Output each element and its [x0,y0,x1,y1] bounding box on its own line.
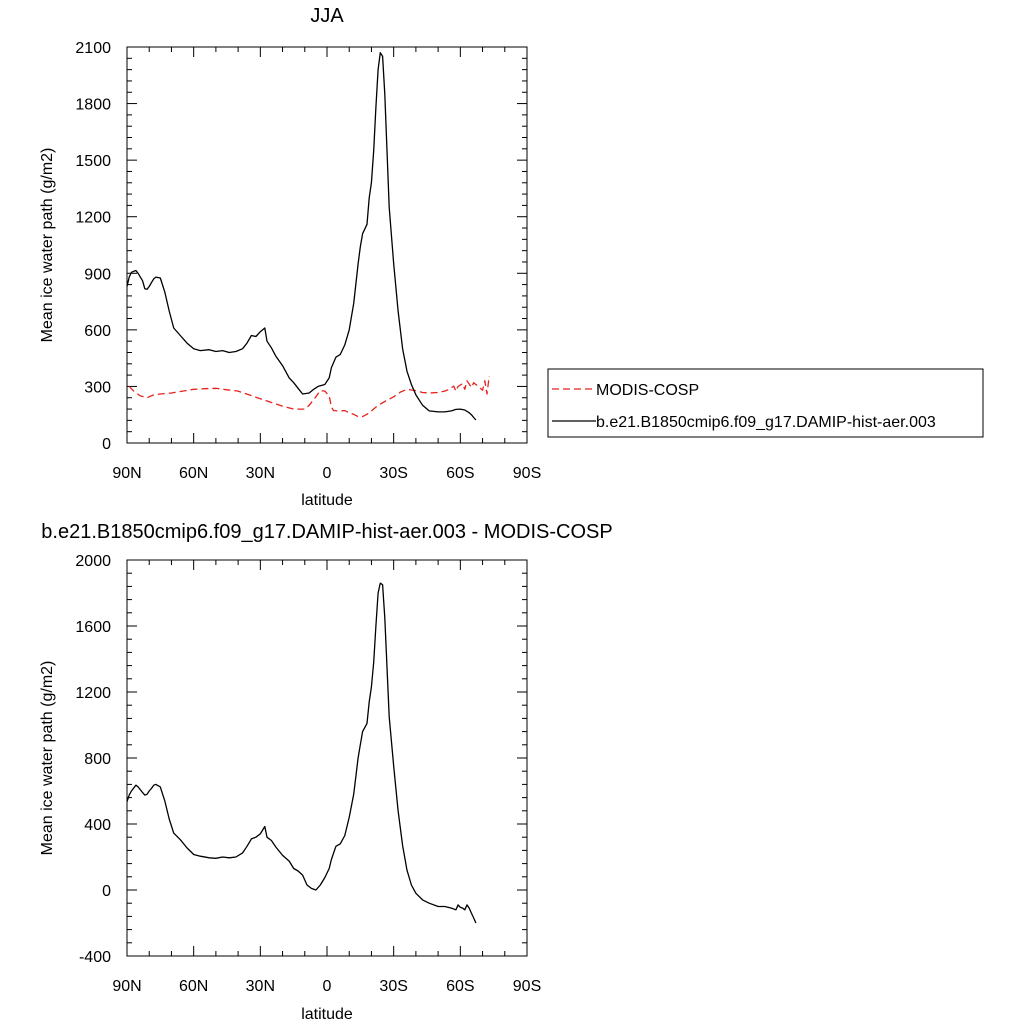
y-tick-label: 1200 [75,210,111,227]
x-tick-label: 60N [179,465,208,482]
panel-top-series [126,52,490,421]
y-tick-label: 1200 [75,685,111,702]
x-tick-label: 30S [379,465,407,482]
x-tick-label: 30N [246,465,275,482]
y-tick-label: 800 [84,751,111,768]
panel-top-x-tick-labels: 90N 60N 30N 0 30S 60S 90S [112,465,541,482]
y-tick-label: 1800 [75,97,111,114]
panel-bottom-y-tick-labels: -400 0 400 800 1200 1600 2000 [75,553,111,966]
series-line-1 [126,52,477,421]
y-tick-label: 300 [84,379,111,396]
panel-bottom-x-tick-labels: 90N 60N 30N 0 30S 60S 90S [112,978,541,995]
x-tick-label: 90N [112,465,141,482]
panel-bottom-frame [126,559,528,957]
panel-top-title: JJA [310,5,344,27]
series-line-0 [128,376,490,418]
panel-top-ylabel: Mean ice water path (g/m2) [39,148,56,343]
legend-label-model: b.e21.B1850cmip6.f09_g17.DAMIP-hist-aer.… [596,414,936,431]
panel-bottom-series [126,582,477,924]
x-tick-label: 0 [323,465,332,482]
legend: MODIS-COSP b.e21.B1850cmip6.f09_g17.DAMI… [547,368,984,438]
x-tick-label: 30S [379,978,407,995]
series-line-0 [126,582,477,924]
x-tick-label: 60S [446,978,474,995]
y-tick-label: 1600 [75,619,111,636]
x-tick-label: 30N [246,978,275,995]
legend-box [547,368,984,438]
x-tick-label: 60S [446,465,474,482]
panel-bottom-ylabel: Mean ice water path (g/m2) [39,661,56,856]
y-tick-label: 600 [84,323,111,340]
panel-top-xlabel: latitude [301,492,353,509]
y-tick-label: 0 [102,436,111,453]
panel-bottom: b.e21.B1850cmip6.f09_g17.DAMIP-hist-aer.… [39,521,613,1023]
legend-label-modis: MODIS-COSP [596,382,699,399]
x-tick-label: 60N [179,978,208,995]
panel-top: JJA 0 300 600 900 1200 1500 1800 2100 90N 60N 30N… [39,5,541,509]
panel-bottom-title: b.e21.B1850cmip6.f09_g17.DAMIP-hist-aer.… [41,521,612,543]
x-tick-label: 0 [323,978,332,995]
x-tick-label: 90S [513,978,541,995]
y-tick-label: 1500 [75,153,111,170]
y-tick-label: -400 [79,949,111,966]
panel-top-ticks [126,46,528,444]
panel-bottom-ticks [126,559,528,957]
y-tick-label: 2100 [75,40,111,57]
panel-top-y-tick-labels: 0 300 600 900 1200 1500 1800 2100 [75,40,111,453]
y-tick-label: 2000 [75,553,111,570]
panel-bottom-xlabel: latitude [301,1006,353,1023]
x-tick-label: 90N [112,978,141,995]
y-tick-label: 400 [84,817,111,834]
panel-top-frame [126,46,528,444]
y-tick-label: 0 [102,883,111,900]
y-tick-label: 900 [84,266,111,283]
x-tick-label: 90S [513,465,541,482]
